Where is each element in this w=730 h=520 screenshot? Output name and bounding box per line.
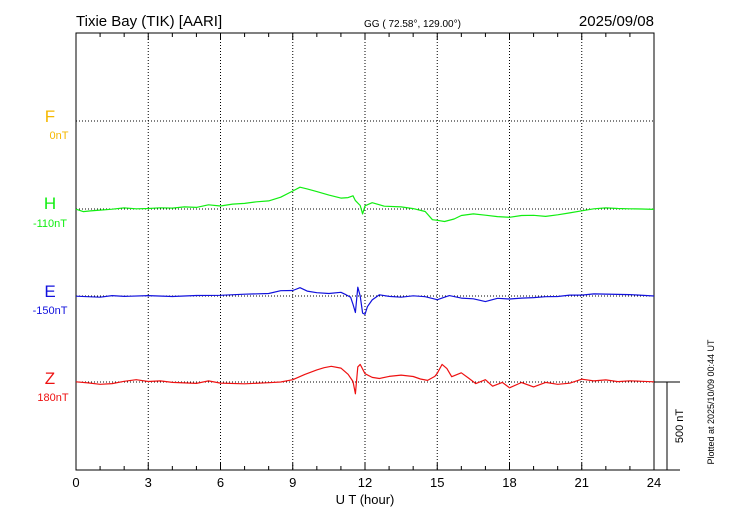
baseline-f: 0nT: [50, 130, 69, 142]
trace-h: [75, 186, 655, 223]
chart-date: 2025/09/08: [579, 13, 654, 30]
traces: [75, 186, 655, 395]
trace-z: [75, 363, 655, 395]
station-coordinates: GG ( 72.58°, 129.00°): [364, 19, 461, 30]
plotted-timestamp: Plotted at 2025/10/09 00:44 UT: [706, 339, 716, 465]
x-tick-label: 12: [358, 475, 372, 490]
component-labels: F 0nT H -110nT E -150nT Z 180nT: [33, 107, 69, 404]
baseline-e: -150nT: [33, 305, 68, 317]
label-f: F: [45, 107, 55, 126]
grid: [76, 33, 654, 470]
x-tick-label: 21: [575, 475, 589, 490]
minor-ticks: [75, 33, 655, 470]
x-tick-label: 24: [647, 475, 661, 490]
x-tick-labels: 0 3 6 9 12 15 18 21 24: [72, 475, 661, 490]
scale-bar: 500 nT: [654, 381, 686, 471]
trace-e: [75, 286, 655, 315]
station-title: Tixie Bay (TIK) [AARI]: [76, 13, 222, 30]
scale-bar-label: 500 nT: [674, 409, 686, 444]
x-axis-title: U T (hour): [336, 492, 395, 507]
baseline-h: -110nT: [33, 218, 67, 230]
baseline-z: 180nT: [37, 392, 68, 404]
label-z: Z: [45, 369, 55, 388]
x-tick-label: 15: [430, 475, 444, 490]
label-e: E: [44, 282, 55, 301]
x-tick-label: 9: [289, 475, 296, 490]
x-tick-label: 6: [217, 475, 224, 490]
x-tick-label: 3: [145, 475, 152, 490]
label-h: H: [44, 194, 56, 213]
plot-frame: [75, 32, 655, 471]
x-tick-label: 18: [502, 475, 516, 490]
x-tick-label: 0: [72, 475, 79, 490]
